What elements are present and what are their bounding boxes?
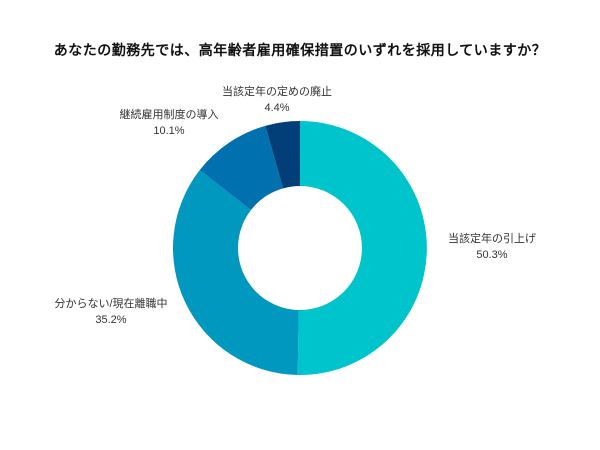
segment-label-text: 当該定年の定めの廃止 (222, 86, 332, 98)
segment-label-text: 分からない/現在離職中 (54, 298, 168, 310)
segment-value-text: 50.3% (476, 249, 508, 261)
donut-segment-2 (199, 125, 284, 210)
segment-label-text: 当該定年の引上げ (448, 233, 536, 245)
donut-segment-0 (297, 121, 427, 375)
segment-label-wakaranai-rishokuchuu: 分からない/現在離職中 35.2% (54, 296, 167, 328)
segment-value-text: 10.1% (153, 125, 185, 137)
segment-label-teinen-hikiage: 当該定年の引上げ 50.3% (448, 231, 536, 263)
segment-label-text: 継続雇用制度の導入 (119, 109, 219, 121)
segment-value-text: 35.2% (95, 314, 127, 326)
segment-value-text: 4.4% (264, 102, 290, 114)
donut-segment-3 (265, 121, 300, 189)
donut-segment-1 (172, 170, 299, 375)
segment-label-keizoku-koyou-seido: 継続雇用制度の導入 10.1% (120, 107, 219, 139)
segment-label-teinen-sadame-haishi: 当該定年の定めの廃止 4.4% (222, 84, 332, 116)
chart-title: あなたの勤務先では、高年齢者雇用確保措置のいずれを採用していますか？ (53, 42, 547, 58)
